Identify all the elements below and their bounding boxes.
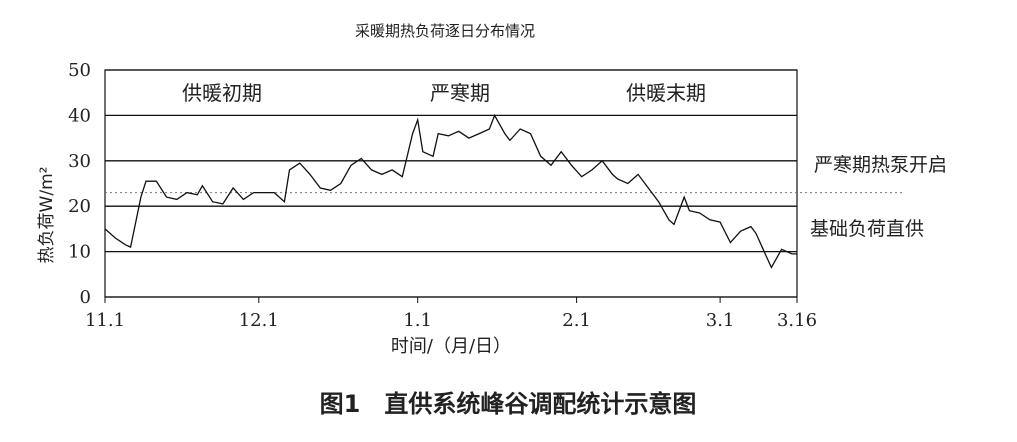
y-tick-label: 20 <box>68 196 91 217</box>
x-tick-label: 1.1 <box>403 310 432 331</box>
y-axis-label: 热负荷W/m² <box>37 167 57 264</box>
chart-title: 采暖期热负荷逐日分布情况 <box>355 22 535 40</box>
series-line <box>104 113 797 269</box>
period-label: 供暖初期 <box>182 81 262 105</box>
threshold-label: 严寒期热泵开启 <box>814 154 947 176</box>
x-axis-label: 时间/（月/日） <box>391 336 511 357</box>
y-tick-label: 0 <box>80 287 91 308</box>
caption: 图1 直供系统峰谷调配统计示意图 <box>320 390 697 418</box>
x-tick-label: 12.1 <box>239 310 279 331</box>
y-tick-label: 40 <box>68 105 91 126</box>
x-tick-label: 11.1 <box>85 310 125 331</box>
base-label: 基础负荷直供 <box>810 218 924 240</box>
y-tick-label: 10 <box>68 242 91 263</box>
period-label: 严寒期 <box>430 81 490 105</box>
x-tick-label: 3.16 <box>777 310 817 331</box>
period-label: 供暖末期 <box>626 81 706 105</box>
y-tick-label: 30 <box>68 151 91 172</box>
y-tick-label: 50 <box>68 60 91 81</box>
x-tick-label: 2.1 <box>562 310 591 331</box>
x-tick-label: 3.1 <box>706 310 735 331</box>
